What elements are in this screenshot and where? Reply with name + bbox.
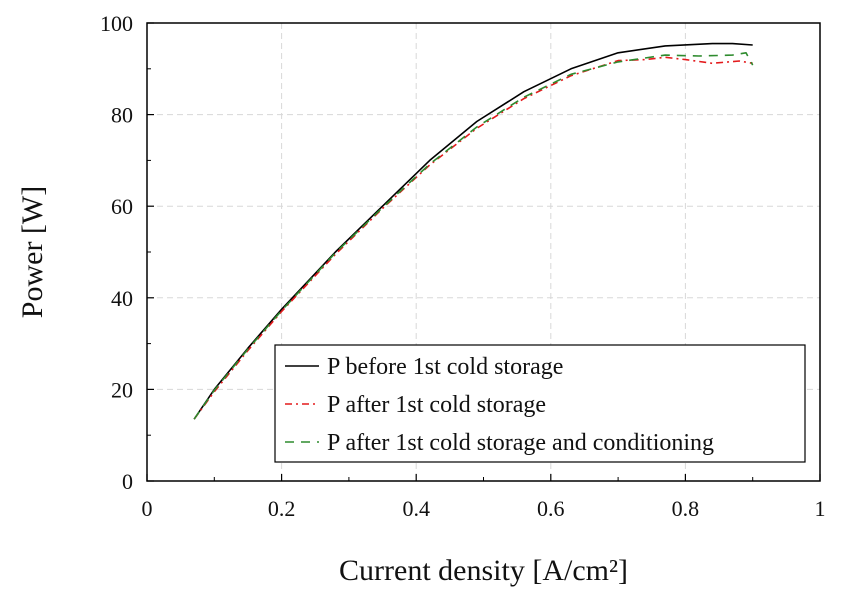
series-line-2 [193, 51, 754, 420]
legend-label-after-conditioning: P after 1st cold storage and conditionin… [327, 430, 714, 456]
y-tick-label: 0 [122, 469, 133, 494]
series-line-1 [193, 56, 753, 420]
y-tick-label: 20 [111, 377, 133, 402]
x-tick-label: 0.2 [268, 496, 296, 521]
y-tick-label: 40 [111, 286, 133, 311]
legend: P before 1st cold storage P after 1st co… [274, 344, 806, 463]
x-tick-label: 0.6 [537, 496, 565, 521]
axis-ticks: 0 0.2 0.4 0.6 0.8 1 0 20 40 60 80 100 [100, 11, 826, 521]
y-tick-label: 60 [111, 194, 133, 219]
x-tick-label: 0.4 [402, 496, 430, 521]
legend-label-after: P after 1st cold storage [327, 392, 546, 418]
data-series [193, 42, 754, 420]
x-tick-label: 0.8 [672, 496, 700, 521]
x-tick-label: 1 [815, 496, 826, 521]
series-line-0 [193, 42, 753, 420]
x-axis-title: Current density [A/cm²] [339, 554, 628, 587]
x-tick-label: 0 [142, 496, 153, 521]
y-axis-title: Power [W] [16, 186, 49, 318]
y-tick-label: 80 [111, 103, 133, 128]
legend-box [274, 344, 806, 463]
legend-label-before: P before 1st cold storage [327, 354, 563, 380]
y-tick-label: 100 [100, 11, 133, 36]
